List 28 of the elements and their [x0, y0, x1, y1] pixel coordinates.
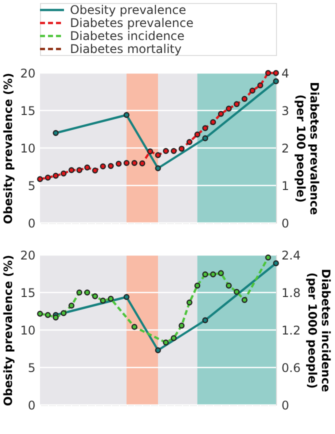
legend-label: Diabetes incidence [70, 29, 185, 43]
legend-label: Obesity prevalence [70, 3, 186, 17]
y-tick-label: 20 [20, 66, 36, 80]
y2-tick-label: 3 [282, 104, 290, 118]
y2-tick-label: 1 [282, 179, 290, 193]
y2-axis-title: Diabetes prevalence (per 100 people) [294, 82, 322, 216]
y2-tick-label: 2.4 [282, 248, 301, 262]
y-tick-label: 0 [28, 216, 36, 230]
legend-label: Diabetes mortality [70, 42, 182, 56]
y-axis-title: Obesity prevalence (%) [1, 72, 16, 224]
y2-tick-label: 0 [282, 216, 290, 230]
y-tick-label: 5 [28, 179, 36, 193]
y-axis-title: Obesity prevalence (%) [1, 254, 16, 406]
y2-tick-label: 1.2 [282, 324, 301, 338]
y-tick-label: 10 [20, 324, 36, 338]
y2-axis-title: Diabetes incidence (per 1000 people) [306, 268, 334, 392]
y2-tick-label: 1.8 [282, 286, 301, 300]
legend-label: Diabetes prevalence [70, 16, 194, 30]
y-tick-label: 10 [20, 142, 36, 156]
y-tick-label: 5 [28, 361, 36, 375]
y2-tick-label: 2 [282, 142, 290, 156]
y-tick-label: 20 [20, 248, 36, 262]
y2-tick-label: 0.6 [282, 361, 301, 375]
y2-tick-label: 4 [282, 66, 290, 80]
y-tick-label: 0 [28, 398, 36, 412]
y-tick-label: 15 [20, 286, 36, 300]
y2-tick-label: 0 [282, 398, 290, 412]
y-tick-label: 15 [20, 104, 36, 118]
